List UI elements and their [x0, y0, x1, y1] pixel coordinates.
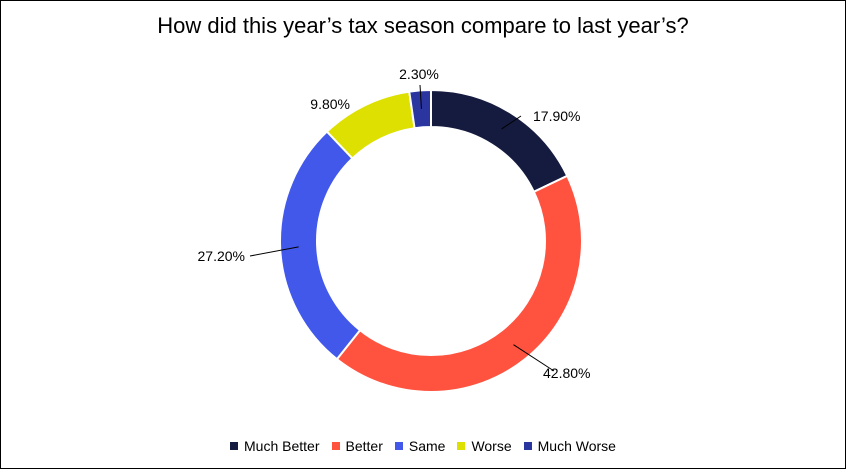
leader-line-same: [249, 246, 299, 257]
data-label-worse: 9.80%: [310, 96, 350, 112]
donut-chart: 17.90% 42.80% 27.20% 9.80% 2.30%: [198, 66, 590, 393]
legend-item-better: Better: [331, 438, 383, 454]
legend-label-better: Better: [345, 438, 383, 454]
legend-label-much-better: Much Better: [244, 438, 320, 454]
legend-label-same: Same: [408, 438, 446, 454]
chart-legend: Much Better Better Same Worse Much Worse: [1, 438, 845, 454]
legend-item-same: Same: [394, 438, 446, 454]
legend-swatch-same: [394, 442, 403, 450]
legend-label-much-worse: Much Worse: [537, 438, 616, 454]
data-label-much-worse: 2.30%: [399, 66, 439, 82]
leader-line-much-worse: [419, 84, 422, 109]
legend-item-much-worse: Much Worse: [523, 438, 616, 454]
legend-label-worse: Worse: [471, 438, 512, 454]
legend-item-much-better: Much Better: [230, 438, 320, 454]
data-label-much-better: 17.90%: [533, 108, 580, 124]
legend-swatch-much-better: [230, 442, 239, 450]
legend-swatch-worse: [457, 442, 466, 450]
data-label-better: 42.80%: [543, 365, 590, 381]
legend-item-worse: Worse: [457, 438, 512, 454]
leader-line-better: [513, 344, 555, 372]
data-label-same: 27.20%: [198, 248, 245, 264]
slice-better: [335, 174, 583, 393]
slice-same: [279, 130, 362, 361]
legend-swatch-much-worse: [523, 442, 532, 450]
leader-line-much-better: [501, 115, 522, 130]
legend-swatch-better: [331, 442, 340, 450]
chart-title: How did this year’s tax season compare t…: [157, 13, 689, 38]
slice-much-better: [430, 88, 569, 194]
slice-much-worse: [408, 88, 432, 130]
